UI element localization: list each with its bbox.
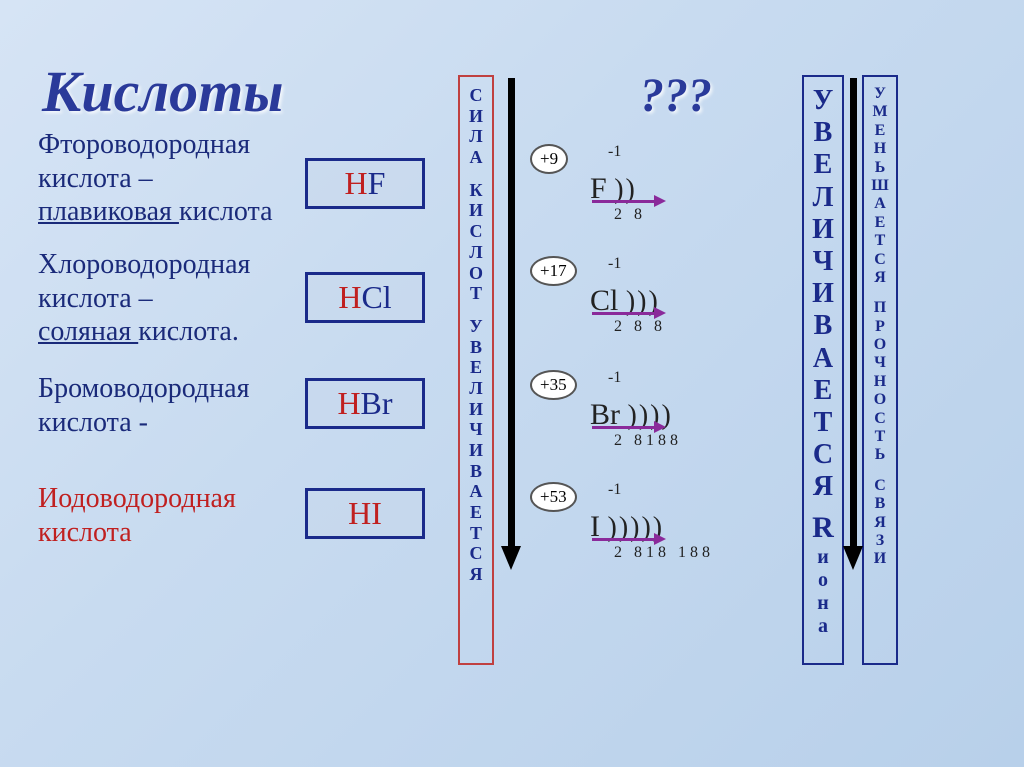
element-i: -1I )))))2 818 188 xyxy=(590,478,714,562)
trend-arrow-1 xyxy=(592,312,662,315)
vertical-box-strength: СИЛА КИСЛОТ УВЕЛИЧИВАЕТСЯ xyxy=(458,75,494,665)
acid-description-2: Бромоводородная кислота - xyxy=(38,372,249,439)
trend-arrow-3 xyxy=(592,538,662,541)
formula-box-br: HBr xyxy=(305,378,425,429)
formula-box-f: HF xyxy=(305,158,425,209)
element-cl: -1Cl )))2 8 8 xyxy=(590,252,666,336)
acid-description-0: Фтороводороднаякислота –плавиковая кисло… xyxy=(38,128,273,229)
element-f: -1F ))2 8 xyxy=(590,140,646,224)
big-arrow-head-0 xyxy=(501,546,521,570)
charge-bubble-cl: +17 xyxy=(530,256,577,286)
acid-description-3: Иодоводороднаякислота xyxy=(38,482,236,549)
big-arrow-head-1 xyxy=(843,546,863,570)
formula-box-i: HI xyxy=(305,488,425,539)
page-title: Кислоты xyxy=(42,58,283,125)
vertical-box-radius: УВЕЛИЧИВАЕТСЯRиона xyxy=(802,75,844,665)
acid-description-1: Хлороводородная кислота –соляная кислота… xyxy=(38,248,250,349)
charge-bubble-i: +53 xyxy=(530,482,577,512)
big-arrow-0 xyxy=(508,78,515,548)
formula-box-cl: HCl xyxy=(305,272,425,323)
trend-arrow-2 xyxy=(592,426,662,429)
question-marks: ??? xyxy=(640,68,712,123)
charge-bubble-br: +35 xyxy=(530,370,577,400)
charge-bubble-f: +9 xyxy=(530,144,568,174)
big-arrow-1 xyxy=(850,78,857,548)
element-br: -1Br ))))2 8188 xyxy=(590,366,682,450)
vertical-box-bond: УМЕНЬШАЕТСЯ ПРОЧНОСТЬ СВЯЗИ xyxy=(862,75,898,665)
trend-arrow-0 xyxy=(592,200,662,203)
